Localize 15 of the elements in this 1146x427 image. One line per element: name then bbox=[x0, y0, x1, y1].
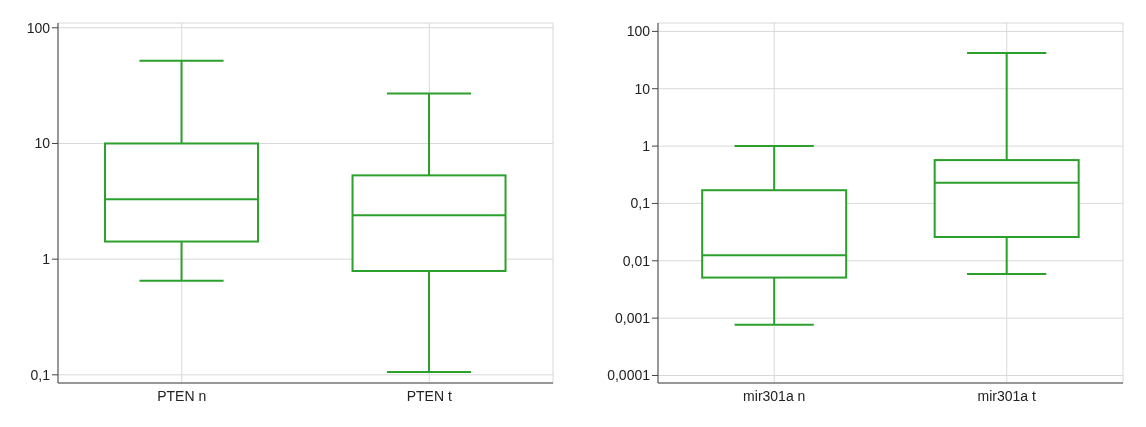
y-tick-label: 10 bbox=[34, 135, 51, 152]
y-tick-label: 1 bbox=[42, 251, 51, 268]
y-tick-label: 10 bbox=[634, 80, 651, 97]
y-tick-label: 100 bbox=[26, 19, 51, 36]
x-tick-label: PTEN n bbox=[157, 387, 207, 404]
y-tick-label: 0,001 bbox=[614, 310, 651, 327]
x-tick-label: mir301a t bbox=[977, 387, 1037, 404]
y-tick-label: 0,0001 bbox=[607, 367, 651, 384]
y-tick-label: 0,1 bbox=[30, 366, 51, 383]
x-tick-label: mir301a n bbox=[743, 387, 806, 404]
y-tick-label: 1 bbox=[642, 138, 651, 155]
y-tick-label: 0,01 bbox=[622, 252, 651, 269]
x-tick-label: PTEN t bbox=[406, 387, 452, 404]
y-tick-label: 0,1 bbox=[630, 195, 651, 212]
y-tick-label: 100 bbox=[626, 23, 651, 40]
